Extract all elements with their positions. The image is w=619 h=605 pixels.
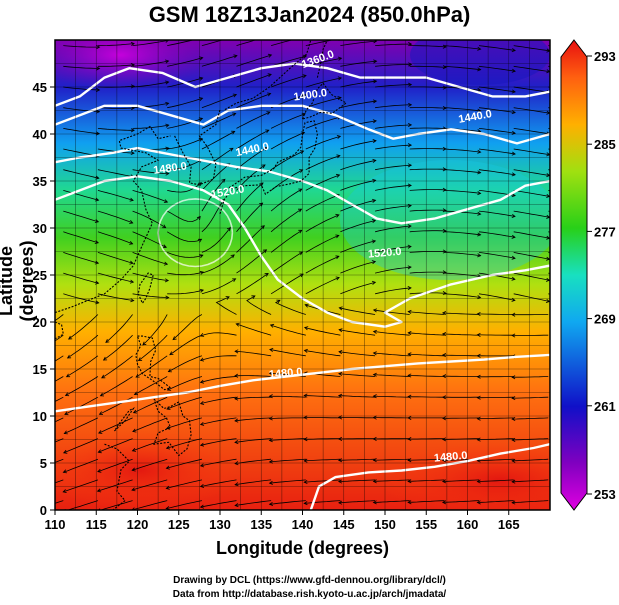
colorbar-tick-label: 269 (594, 312, 616, 327)
y-tick-label: 0 (40, 503, 47, 518)
colorbar-tick-label: 293 (594, 49, 616, 64)
x-tick-label: 165 (498, 517, 520, 532)
y-tick-label: 45 (33, 80, 47, 95)
x-tick-label: 120 (127, 517, 149, 532)
y-tick-label: 25 (33, 268, 47, 283)
x-tick-label: 130 (209, 517, 231, 532)
contour-label: 1480.0 (268, 366, 303, 381)
colorbar-fill (560, 39, 588, 511)
colorbar: 293 285 277 269 261 253 (560, 39, 616, 511)
x-tick-label: 140 (292, 517, 314, 532)
contour-label: 1480.0 (433, 450, 468, 465)
wind-streamlines (55, 40, 550, 510)
x-tick-label: 125 (168, 517, 190, 532)
x-axis-label: Longitude (degrees) (215, 538, 389, 558)
colorbar-tick-label: 285 (594, 137, 616, 152)
colorbar-tick-label: 277 (594, 224, 616, 239)
x-tick-label: 160 (457, 517, 479, 532)
x-tick-label: 110 (45, 517, 66, 532)
colorbar-tick-label: 253 (594, 487, 616, 502)
y-tick-label: 35 (33, 174, 47, 189)
credit-drawing: Drawing by DCL (https://www.gfd-dennou.o… (173, 575, 446, 586)
colorbar-tick-label: 261 (594, 399, 616, 414)
y-axis-ticks: 0 5 10 15 20 25 30 35 40 45 (33, 80, 55, 518)
colorbar-ticks: 293 285 277 269 261 253 (587, 49, 616, 502)
y-tick-label: 10 (33, 409, 47, 424)
contour-label: 1520.0 (210, 183, 245, 201)
y-tick-label: 15 (33, 362, 47, 377)
y-tick-label: 40 (33, 127, 47, 142)
y-tick-label: 30 (33, 221, 47, 236)
credit-data: Data from http://database.rish.kyoto-u.a… (172, 589, 447, 600)
contour-label: 1400.0 (293, 87, 328, 104)
contour-label: 1440.0 (458, 108, 493, 126)
lat-lon-grid (55, 40, 550, 510)
contour-label: 1480.0 (153, 160, 188, 177)
x-tick-label: 150 (374, 517, 396, 532)
x-axis-ticks: 110 115 120 125 130 135 140 145 150 155 160 165 (45, 510, 520, 532)
x-tick-label: 155 (415, 517, 437, 532)
y-axis-label: Latitude (degrees) (0, 240, 37, 322)
y-tick-label: 20 (33, 315, 47, 330)
map-title: GSM 18Z13Jan2024 (850.0hPa) (148, 2, 471, 27)
x-tick-label: 115 (86, 517, 107, 532)
y-tick-label: 5 (40, 456, 47, 471)
x-tick-label: 135 (250, 517, 272, 532)
contour-label: 1520.0 (367, 246, 402, 261)
x-tick-label: 145 (333, 517, 355, 532)
